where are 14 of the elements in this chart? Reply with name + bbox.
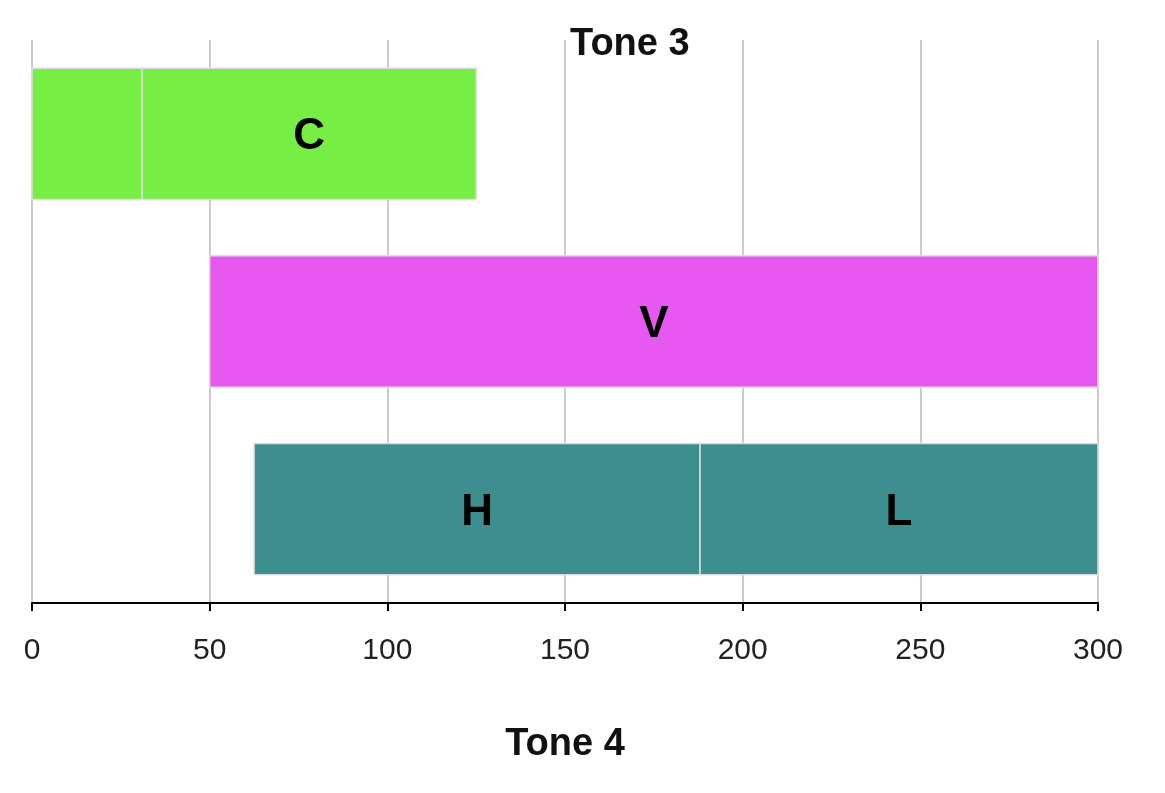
x-tick-label: 200 (717, 631, 768, 665)
data-label: V (639, 297, 670, 346)
x-tick-label: 0 (23, 631, 41, 665)
data-label: H (461, 484, 493, 534)
bar (208, 255, 1099, 388)
x-tick-label: 150 (539, 631, 591, 665)
data-label: L (885, 484, 913, 534)
x-tick-label: 50 (192, 631, 227, 665)
x-axis-title: Tone 4 (505, 721, 625, 763)
x-tick-label: 300 (1072, 631, 1124, 665)
data-label: C (293, 109, 326, 159)
chart-title: Tone 3 (570, 21, 690, 63)
x-tick-label: 250 (895, 631, 946, 665)
x-tick-label: 100 (362, 631, 413, 665)
